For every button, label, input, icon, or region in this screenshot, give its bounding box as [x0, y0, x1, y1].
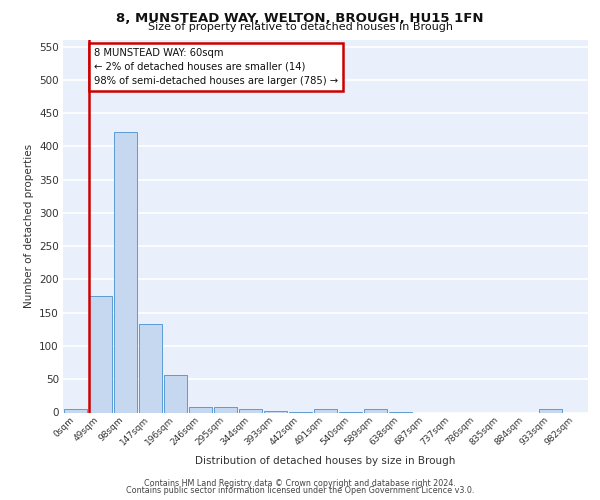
- Bar: [264, 411, 287, 412]
- Bar: [139, 324, 162, 412]
- Bar: [539, 409, 562, 412]
- Text: Contains public sector information licensed under the Open Government Licence v3: Contains public sector information licen…: [126, 486, 474, 495]
- Text: 8 MUNSTEAD WAY: 60sqm
← 2% of detached houses are smaller (14)
98% of semi-detac: 8 MUNSTEAD WAY: 60sqm ← 2% of detached h…: [94, 48, 338, 86]
- Bar: [364, 408, 387, 412]
- Bar: [214, 407, 237, 412]
- Bar: [114, 132, 137, 412]
- Text: 8, MUNSTEAD WAY, WELTON, BROUGH, HU15 1FN: 8, MUNSTEAD WAY, WELTON, BROUGH, HU15 1F…: [116, 12, 484, 26]
- X-axis label: Distribution of detached houses by size in Brough: Distribution of detached houses by size …: [196, 456, 455, 466]
- Bar: [314, 409, 337, 412]
- Text: Contains HM Land Registry data © Crown copyright and database right 2024.: Contains HM Land Registry data © Crown c…: [144, 478, 456, 488]
- Bar: [164, 374, 187, 412]
- Bar: [189, 407, 212, 412]
- Text: Size of property relative to detached houses in Brough: Size of property relative to detached ho…: [148, 22, 452, 32]
- Bar: [64, 409, 87, 412]
- Bar: [89, 296, 112, 412]
- Y-axis label: Number of detached properties: Number of detached properties: [23, 144, 34, 308]
- Bar: [239, 408, 262, 412]
